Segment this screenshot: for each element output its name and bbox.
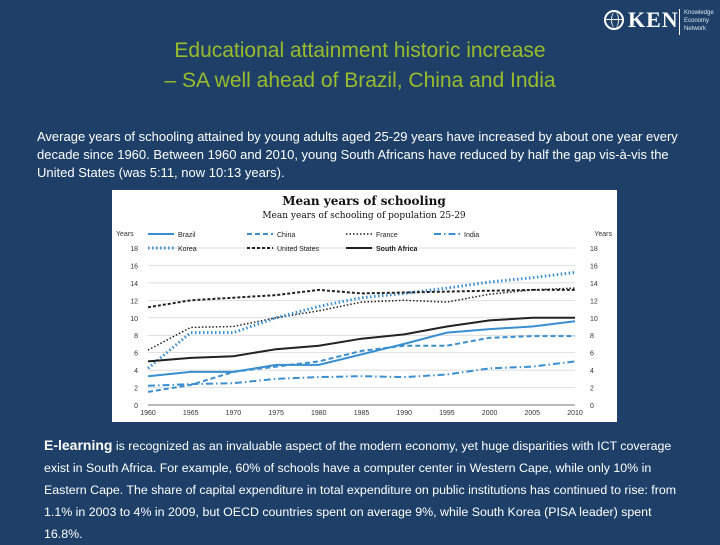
logo-subtext: Knowledge Economy Network	[684, 10, 714, 32]
chart-subtitle: Mean years of schooling of population 25…	[262, 211, 466, 221]
y-tick-label-right: 16	[590, 263, 598, 270]
x-tick-label: 1960	[140, 410, 156, 417]
slide-title: Educational attainment historic increase…	[40, 36, 680, 96]
title-line-1: Educational attainment historic increase	[174, 39, 546, 62]
y-tick-label-left: 12	[130, 298, 138, 305]
y-axis-label-left: Years	[116, 231, 134, 238]
y-tick-label-right: 10	[590, 316, 598, 323]
legend-label: France	[376, 232, 398, 239]
x-tick-label: 2000	[482, 410, 498, 417]
globe-icon	[604, 10, 624, 30]
y-tick-label-left: 10	[130, 316, 138, 323]
y-axis-label-right: Years	[594, 231, 612, 238]
elearning-text: is recognized as an invaluable aspect of…	[44, 439, 677, 541]
x-tick-label: 1970	[226, 410, 242, 417]
series-line-china	[147, 335, 575, 393]
x-tick-label: 2005	[525, 410, 541, 417]
chart-svg: Mean years of schooling Mean years of sch…	[116, 194, 612, 417]
legend-label: South Africa	[376, 246, 417, 253]
legend-label: Korea	[178, 246, 197, 253]
y-tick-label-right: 8	[590, 333, 594, 340]
legend-label: China	[277, 232, 295, 239]
series-line-south-africa	[147, 316, 575, 363]
chart-title: Mean years of schooling	[282, 194, 446, 208]
series-line-india	[147, 360, 576, 387]
x-tick-label: 1985	[354, 410, 370, 417]
y-tick-label-left: 2	[134, 386, 138, 393]
logo-divider	[679, 9, 680, 35]
y-tick-label-right: 2	[590, 386, 594, 393]
y-tick-label-left: 16	[130, 263, 138, 270]
y-tick-label-left: 6	[134, 351, 138, 358]
y-tick-label-right: 18	[590, 246, 598, 253]
y-tick-label-left: 0	[134, 403, 138, 410]
y-tick-label-right: 12	[590, 298, 598, 305]
legend-label: Brazil	[178, 232, 196, 239]
logo-text: KEN	[628, 7, 679, 32]
x-tick-label: 2010	[567, 410, 583, 417]
y-tick-label-right: 4	[590, 368, 594, 375]
y-tick-label-left: 8	[134, 333, 138, 340]
y-tick-label-left: 4	[134, 368, 138, 375]
series-line-brazil	[147, 320, 576, 378]
y-tick-label-right: 6	[590, 351, 594, 358]
y-tick-label-left: 18	[130, 246, 138, 253]
legend-label: India	[464, 232, 479, 239]
series-line-united-states	[147, 288, 575, 309]
x-tick-label: 1980	[311, 410, 327, 417]
elearning-paragraph: E-learning is recognized as an invaluabl…	[44, 434, 684, 545]
y-tick-label-right: 0	[590, 403, 594, 410]
x-tick-label: 1975	[268, 410, 284, 417]
legend-label: United States	[277, 246, 320, 253]
y-tick-label-right: 14	[590, 281, 598, 288]
series-line-france	[147, 287, 576, 351]
x-tick-label: 1965	[183, 410, 199, 417]
ken-logo: KEN Knowledge Economy Network	[604, 4, 716, 40]
x-tick-label: 1995	[439, 410, 455, 417]
chart: Mean years of schooling Mean years of sch…	[112, 190, 617, 422]
elearning-heading: E-learning	[44, 437, 113, 453]
title-line-2: – SA well ahead of Brazil, China and Ind…	[164, 69, 556, 92]
y-tick-label-left: 14	[130, 281, 138, 288]
series-line-korea	[147, 270, 576, 370]
x-tick-label: 1990	[396, 410, 412, 417]
intro-paragraph: Average years of schooling attained by y…	[37, 129, 678, 180]
